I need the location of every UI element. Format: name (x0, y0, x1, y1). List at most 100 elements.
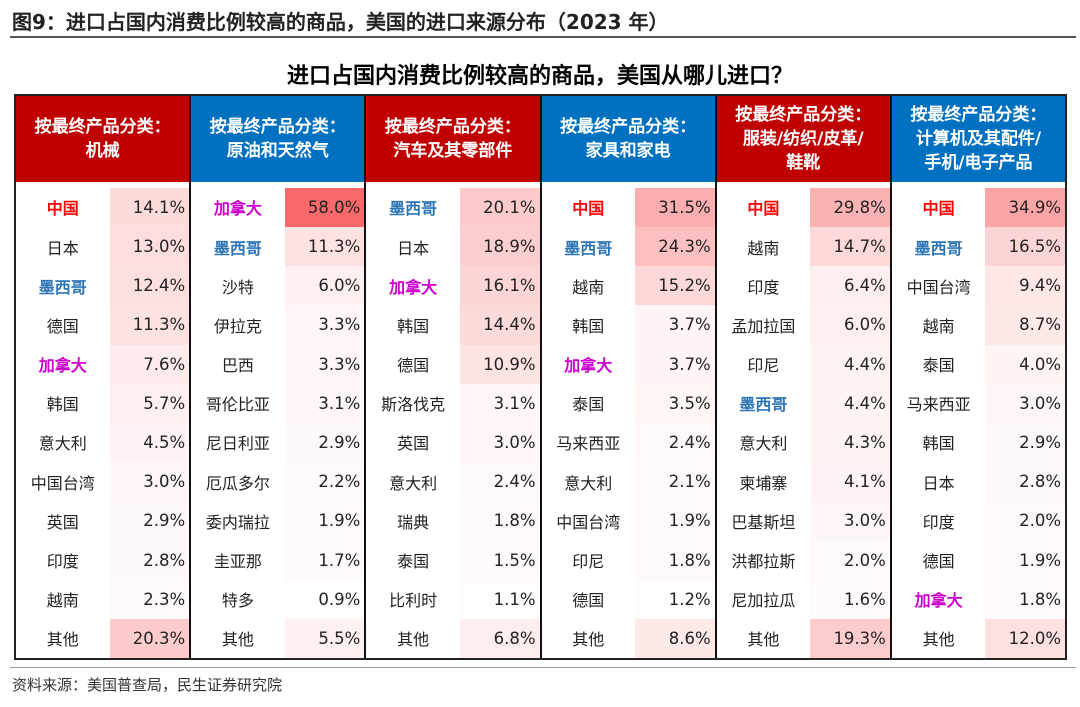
country-cell: 加拿大 (389, 277, 438, 297)
share-cell: 58.0% (284, 187, 365, 227)
category-header-line: 按最终产品分类： (910, 104, 1047, 125)
table-row: 圭亚那 1.7% (191, 540, 365, 580)
country-cell: 墨西哥 (389, 199, 438, 219)
country-cell: 加拿大 (914, 591, 963, 611)
country-cell: 墨西哥 (914, 238, 963, 258)
share-cell: 1.8% (635, 540, 715, 580)
table-row: 中国 34.9% (892, 187, 1066, 227)
table-row: 加拿大 58.0% (191, 187, 365, 227)
country-cell: 泰国 (922, 356, 955, 376)
country-cell: 越南 (747, 238, 780, 258)
country-cell: 德国 (46, 316, 79, 336)
share-cell: 2.3% (109, 579, 190, 619)
table-row: 英国 3.0% (366, 422, 540, 463)
share-cell: 2.8% (985, 462, 1066, 502)
table-row: 越南 15.2% (542, 266, 715, 306)
country-cell: 韩国 (572, 316, 605, 336)
country-cell: 沙特 (221, 277, 254, 297)
share-cell: 2.9% (284, 422, 365, 463)
country-cell: 洪都拉斯 (731, 552, 796, 572)
country-cell: 其他 (221, 630, 254, 650)
share-cell: 1.9% (284, 501, 365, 541)
category-header-line: 按最终产品分类： (735, 104, 872, 125)
country-cell: 德国 (397, 356, 430, 376)
share-cell: 1.5% (459, 540, 540, 580)
country-cell: 马来西亚 (556, 434, 621, 454)
country-cell: 柬埔寨 (739, 473, 788, 493)
share-cell: 3.0% (459, 422, 540, 463)
table-row: 意大利 4.3% (717, 422, 890, 463)
share-cell: 1.7% (284, 540, 365, 580)
import-source-table: 按最终产品分类： 机械 中国 14.1% 日本 13.0% 墨西哥 12.4% 德国 11.3% 加… (14, 94, 1067, 660)
table-row: 中国 29.8% (717, 187, 890, 227)
table-row: 韩国 14.4% (366, 305, 540, 345)
share-cell: 34.9% (985, 187, 1066, 227)
share-cell: 3.3% (284, 344, 365, 384)
share-cell: 2.0% (985, 501, 1066, 541)
table-row: 墨西哥 24.3% (542, 226, 715, 267)
country-cell: 巴西 (221, 356, 254, 376)
table-row: 沙特 6.0% (191, 266, 365, 306)
country-cell: 越南 (922, 316, 955, 336)
share-cell: 20.1% (459, 187, 540, 227)
country-cell: 墨西哥 (739, 395, 788, 415)
category-header: 按最终产品分类： 计算机及其配件/手机/电子产品 (891, 96, 1066, 182)
country-cell: 加拿大 (38, 356, 87, 376)
category-header-line: 计算机及其配件/ (915, 128, 1042, 149)
share-cell: 5.5% (284, 618, 365, 658)
country-cell: 泰国 (397, 552, 430, 572)
category-header: 按最终产品分类： 原油和天然气 (191, 96, 365, 182)
table-row: 中国 31.5% (542, 187, 715, 227)
share-cell: 10.9% (459, 344, 540, 384)
table-row: 韩国 2.9% (892, 422, 1066, 463)
share-cell: 3.0% (985, 383, 1066, 423)
share-cell: 8.7% (985, 305, 1066, 345)
table-row: 日本 18.9% (366, 226, 540, 267)
table-row: 泰国 4.0% (892, 344, 1066, 384)
table-row: 印度 6.4% (717, 266, 890, 306)
category-header-line: 按最终产品分类： (560, 116, 697, 137)
table-row: 加拿大 1.8% (892, 579, 1066, 619)
country-cell: 意大利 (739, 434, 788, 454)
category-header-line: 按最终产品分类： (209, 116, 346, 137)
table-row: 哥伦比亚 3.1% (191, 383, 365, 423)
share-cell: 14.7% (810, 226, 890, 267)
country-cell: 日本 (397, 238, 430, 258)
country-cell: 韩国 (397, 316, 430, 336)
table-row: 日本 13.0% (16, 226, 190, 267)
table-row: 越南 2.3% (16, 579, 190, 619)
category-header: 按最终产品分类： 汽车及其零部件 (366, 96, 540, 182)
country-cell: 墨西哥 (213, 238, 262, 258)
category-header: 按最终产品分类： 机械 (16, 96, 190, 182)
country-cell: 意大利 (389, 473, 438, 493)
share-cell: 2.0% (810, 540, 890, 580)
country-cell: 德国 (922, 552, 955, 572)
table-row: 特多 0.9% (191, 579, 365, 619)
category-header-line: 机械 (85, 140, 120, 161)
country-cell: 印尼 (747, 356, 780, 376)
table-row: 韩国 5.7% (16, 383, 190, 423)
table-row: 加拿大 7.6% (16, 344, 190, 384)
share-cell: 16.5% (985, 226, 1066, 267)
country-cell: 印度 (46, 552, 79, 572)
country-cell: 伊拉克 (213, 316, 262, 336)
share-cell: 3.7% (635, 344, 715, 384)
category-header-line: 鞋靴 (786, 152, 821, 173)
country-cell: 越南 (46, 591, 79, 611)
table-row: 中国 14.1% (16, 187, 190, 227)
share-cell: 6.0% (284, 266, 365, 306)
country-cell: 尼加拉瓜 (731, 591, 796, 611)
share-cell: 3.3% (284, 305, 365, 345)
category-header: 按最终产品分类： 家具和家电 (541, 96, 715, 182)
country-cell: 特多 (221, 591, 254, 611)
country-cell: 中国 (572, 199, 605, 219)
country-cell: 中国 (922, 199, 955, 219)
share-cell: 2.9% (109, 501, 190, 541)
table-row: 印尼 1.8% (542, 540, 715, 580)
category-header-line: 汽车及其零部件 (393, 140, 513, 161)
table-row: 比利时 1.1% (366, 579, 540, 619)
share-cell: 3.1% (459, 383, 540, 423)
table-row: 印度 2.0% (892, 501, 1066, 541)
country-cell: 委内瑞拉 (205, 512, 270, 532)
